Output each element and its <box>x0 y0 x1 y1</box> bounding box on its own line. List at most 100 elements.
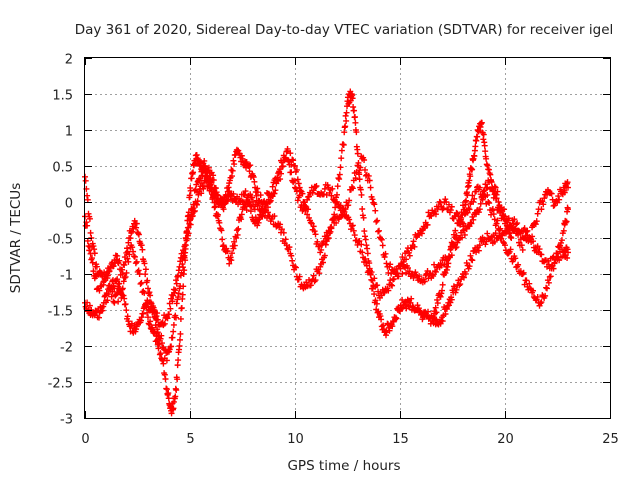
data-point <box>189 207 196 214</box>
data-point <box>453 232 460 239</box>
data-point <box>122 258 129 265</box>
data-point <box>84 192 91 199</box>
data-point <box>295 180 302 187</box>
data-point <box>467 173 474 180</box>
data-point <box>455 277 462 284</box>
data-point <box>445 260 452 267</box>
data-point <box>474 183 481 190</box>
data-point <box>177 315 184 322</box>
data-point <box>230 190 237 197</box>
data-point <box>177 283 184 290</box>
x-tick-label: 5 <box>186 432 194 447</box>
data-point <box>87 229 94 236</box>
data-point <box>271 213 278 220</box>
data-point <box>216 219 223 226</box>
data-point <box>201 157 208 164</box>
data-point <box>240 191 247 198</box>
data-point <box>125 239 132 246</box>
data-point <box>175 357 182 364</box>
data-point <box>337 164 344 171</box>
data-point <box>416 273 423 280</box>
data-point <box>536 246 543 253</box>
data-point <box>173 280 180 287</box>
data-point <box>542 292 549 299</box>
data-point <box>489 206 496 213</box>
data-point <box>470 216 477 223</box>
data-point <box>354 150 361 157</box>
data-point <box>278 226 285 233</box>
data-point <box>482 181 489 188</box>
data-point <box>304 211 311 218</box>
data-point <box>234 231 241 238</box>
data-point <box>515 261 522 268</box>
data-point <box>105 291 112 298</box>
data-point <box>286 244 293 251</box>
data-point <box>558 237 565 244</box>
data-point <box>542 191 549 198</box>
data-point <box>465 205 472 212</box>
data-point <box>311 228 318 235</box>
data-point <box>162 375 169 382</box>
data-point <box>316 270 323 277</box>
series-track-2 <box>82 147 571 329</box>
data-point <box>271 190 278 197</box>
data-point <box>158 332 165 339</box>
data-point <box>259 213 266 220</box>
data-point <box>554 250 561 257</box>
data-point <box>249 194 256 201</box>
data-point <box>251 178 258 185</box>
data-point <box>212 203 219 210</box>
data-point <box>528 236 535 243</box>
data-point <box>545 279 552 286</box>
data-point <box>371 201 378 208</box>
axis-ticks: -3-2.5-2-1.5-1-0.500.511.520 5 10 15 20 25 <box>48 53 619 448</box>
data-point <box>464 192 471 199</box>
data-point <box>532 221 539 228</box>
data-point <box>269 183 276 190</box>
data-point <box>386 327 393 334</box>
data-point <box>442 270 449 277</box>
data-point <box>447 207 454 214</box>
data-point <box>343 117 350 124</box>
data-point <box>306 193 312 200</box>
data-point <box>357 248 364 255</box>
data-point <box>146 321 153 328</box>
data-point <box>439 287 445 294</box>
data-point <box>307 282 314 289</box>
data-point <box>122 301 129 308</box>
data-point <box>119 286 126 293</box>
data-point <box>452 289 459 296</box>
data-point <box>289 156 296 163</box>
data-point <box>144 277 151 284</box>
data-point <box>176 346 183 353</box>
data-point <box>493 195 500 202</box>
data-point <box>190 169 197 176</box>
data-point <box>349 222 356 229</box>
data-point <box>182 249 189 256</box>
data-point <box>484 230 491 237</box>
data-point <box>466 206 473 213</box>
data-point <box>497 225 504 232</box>
data-point <box>551 259 558 266</box>
data-point <box>169 334 176 341</box>
data-point <box>142 266 149 273</box>
data-point <box>226 260 233 267</box>
data-point <box>556 196 563 203</box>
data-point <box>461 231 468 238</box>
data-point <box>297 187 304 194</box>
data-point <box>477 200 484 207</box>
data-point <box>284 145 291 152</box>
data-point <box>467 219 474 226</box>
data-point <box>499 230 506 237</box>
data-point <box>122 273 129 280</box>
data-point <box>372 297 379 304</box>
data-point <box>448 245 455 252</box>
data-point <box>453 286 460 293</box>
data-point <box>364 250 371 257</box>
data-point <box>152 313 158 320</box>
data-point <box>106 268 113 275</box>
data-point <box>482 148 489 155</box>
data-point <box>291 177 298 184</box>
data-point <box>353 129 360 136</box>
data-point <box>329 185 336 192</box>
